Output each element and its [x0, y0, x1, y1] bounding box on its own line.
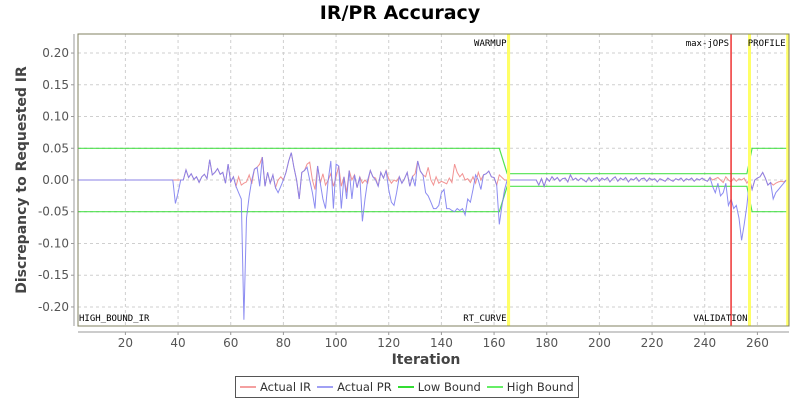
legend-swatch-icon [240, 386, 256, 388]
y-tick-label: 0.05 [42, 141, 69, 155]
marker-label: RT_CURVE [463, 314, 506, 324]
y-axis: 0.20 0.15 0.10 0.05 0.00 -0.05 -0.10 -0.15 -0.20 [38, 34, 75, 326]
legend-swatch-icon [486, 386, 503, 388]
x-tick-label: 20 [118, 336, 133, 350]
x-tick-label: 80 [276, 336, 291, 350]
x-tick-label: 40 [170, 336, 185, 350]
phase-markers: WARMUP RT_CURVE max-jOPS VALIDATION PROFILE H… [79, 34, 790, 326]
marker-label: VALIDATION [693, 314, 747, 324]
series-actual-pr [78, 152, 787, 320]
x-tick-label: 220 [641, 336, 664, 350]
x-tick-label: 260 [746, 336, 769, 350]
x-tick-label: 240 [693, 336, 716, 350]
legend-label: High Bound [506, 380, 574, 394]
marker-label: WARMUP [474, 39, 507, 49]
legend-label: Actual PR [337, 380, 392, 394]
x-axis: 20 40 60 80 100 120 140 160 180 200 220 240 260 [78, 331, 789, 350]
legend-swatch-icon [397, 386, 414, 388]
y-tick-label: 0.10 [42, 110, 69, 124]
y-tick-label: -0.10 [38, 236, 69, 250]
y-tick-label: 0.00 [42, 173, 69, 187]
legend-label: Low Bound [417, 380, 481, 394]
x-tick-label: 180 [535, 336, 558, 350]
x-tick-label: 200 [588, 336, 611, 350]
chart-title: IR/PR Accuracy [319, 2, 481, 24]
x-tick-label: 120 [377, 336, 400, 350]
y-tick-label: 0.20 [42, 46, 69, 60]
legend-item-actual-ir: Actual IR [240, 380, 311, 394]
marker-label: PROFILE [748, 39, 786, 49]
x-tick-label: 100 [325, 336, 348, 350]
marker-label: max-jOPS [686, 39, 729, 49]
x-axis-label: Iteration [392, 352, 461, 368]
data-series [78, 147, 789, 320]
series-low-bound [78, 185, 789, 213]
x-tick-label: 140 [430, 336, 453, 350]
y-tick-label: -0.20 [38, 300, 69, 314]
legend-item-low-bound: Low Bound [397, 380, 481, 394]
x-tick-label: 60 [223, 336, 238, 350]
y-tick-label: -0.05 [38, 205, 69, 219]
plot-frame [77, 33, 790, 327]
legend-item-high-bound: High Bound [486, 380, 574, 394]
series-high-bound [78, 147, 789, 175]
legend-swatch-icon [317, 386, 334, 388]
legend-item-actual-pr: Actual PR [317, 380, 392, 394]
x-tick-label: 160 [483, 336, 506, 350]
y-axis-label: Discrepancy to Requested IR [14, 66, 30, 294]
y-tick-label: -0.15 [38, 268, 69, 282]
y-tick-label: 0.15 [42, 78, 69, 92]
marker-label: HIGH_BOUND_IR [79, 314, 150, 324]
chart-legend: Actual IR Actual PR Low Bound High Bound [235, 376, 579, 398]
legend-label: Actual IR [260, 380, 312, 394]
